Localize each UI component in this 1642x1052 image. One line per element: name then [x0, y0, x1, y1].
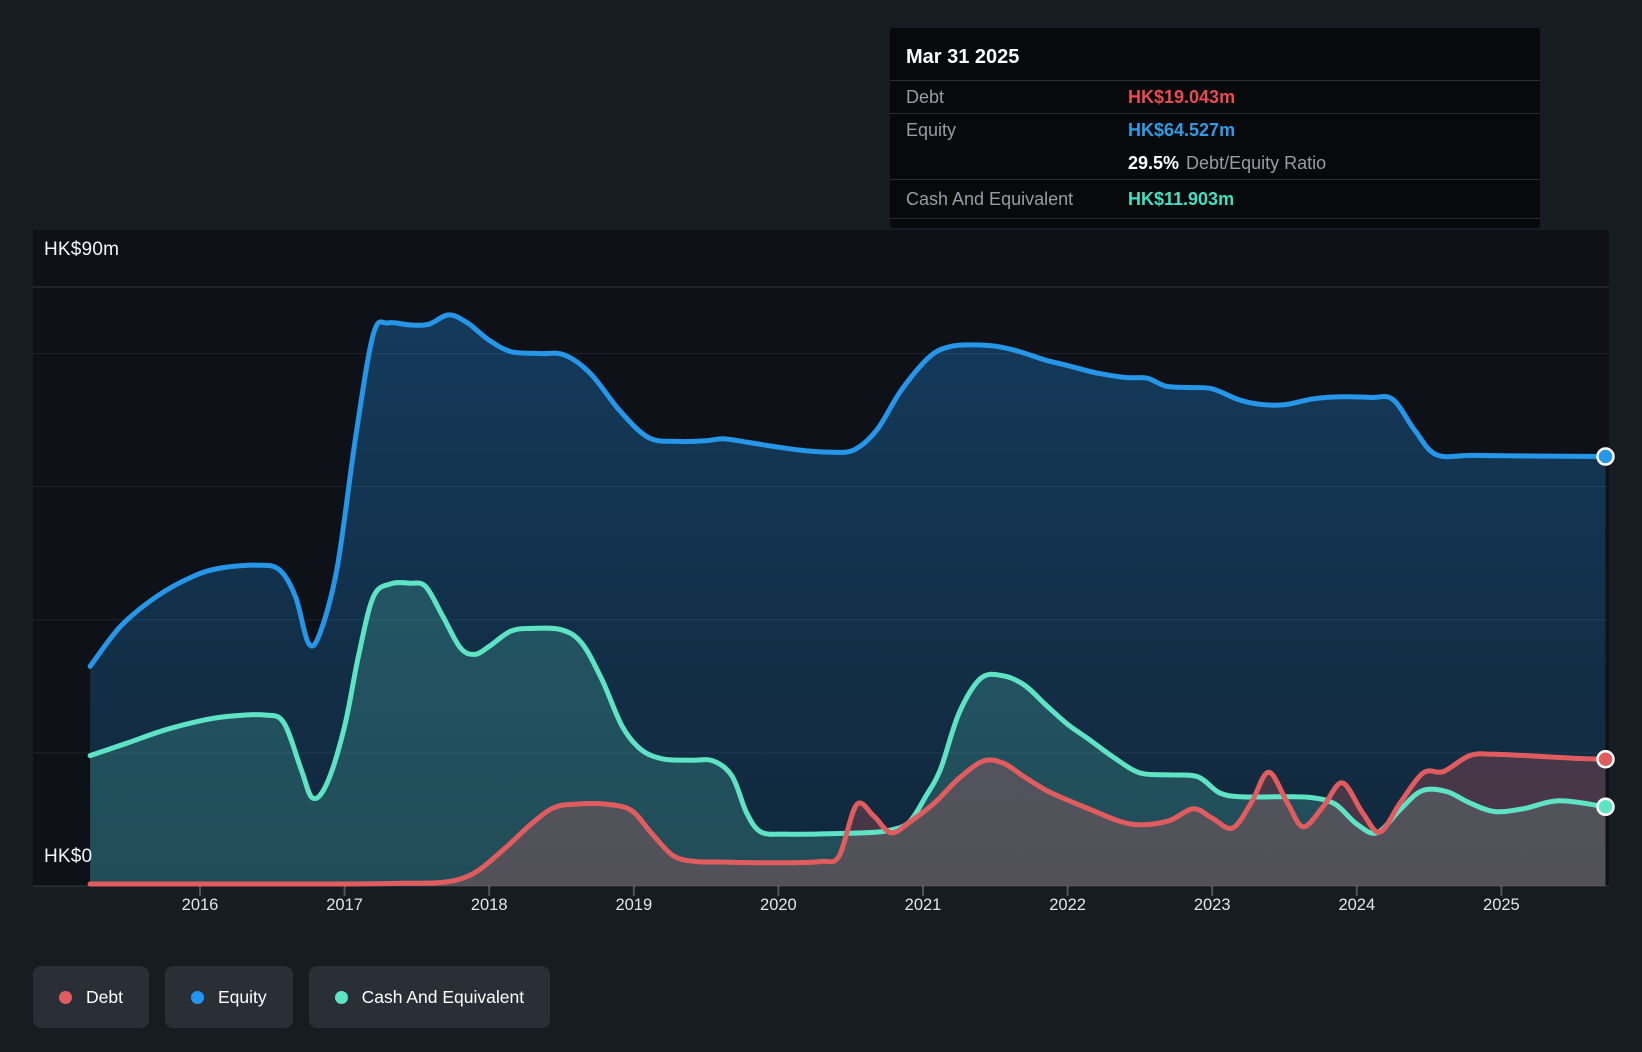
tooltip-ratio-value: 29.5%	[1128, 153, 1179, 174]
equity-end-marker[interactable]	[1598, 449, 1614, 465]
x-axis-label-2021: 2021	[905, 896, 942, 915]
x-axis-label-2025: 2025	[1483, 896, 1520, 915]
chart-tooltip: Mar 31 2025 Debt HK$19.043m Equity HK$64…	[890, 28, 1540, 228]
debt-end-marker[interactable]	[1598, 751, 1614, 767]
tooltip-ratio-label: Debt/Equity Ratio	[1186, 153, 1326, 174]
cash-and-equivalent-end-marker[interactable]	[1598, 799, 1614, 815]
legend-dot-icon	[335, 991, 348, 1004]
x-axis-label-2022: 2022	[1049, 896, 1086, 915]
x-axis-label-2020: 2020	[760, 896, 797, 915]
tooltip-cash-label: Cash And Equivalent	[906, 189, 1128, 210]
x-axis-label-2024: 2024	[1338, 896, 1375, 915]
legend-item-equity[interactable]: Equity	[165, 966, 293, 1028]
legend-item-cash-and-equivalent[interactable]: Cash And Equivalent	[309, 966, 550, 1028]
y-axis-label-zero: HK$0	[44, 846, 92, 868]
legend-label: Equity	[218, 987, 267, 1008]
tooltip-date: Mar 31 2025	[890, 28, 1540, 81]
x-axis-label-2016: 2016	[182, 896, 219, 915]
tooltip-row-debt: Debt HK$19.043m	[890, 81, 1540, 114]
legend-dot-icon	[191, 991, 204, 1004]
tooltip-row-ratio: 29.5% Debt/Equity Ratio	[890, 147, 1540, 180]
tooltip-equity-label: Equity	[906, 120, 1128, 141]
tooltip-debt-label: Debt	[906, 87, 1128, 108]
x-axis-label-2019: 2019	[615, 896, 652, 915]
debt-equity-history-chart: HK$90m HK$0 2016 2017 2018 2019 2020 2021 2022…	[0, 0, 1642, 1052]
legend-dot-icon	[59, 991, 72, 1004]
tooltip-equity-value: HK$64.527m	[1128, 120, 1235, 141]
chart-legend: Debt Equity Cash And Equivalent	[33, 966, 566, 1028]
x-axis-label-2023: 2023	[1194, 896, 1231, 915]
tooltip-row-cash: Cash And Equivalent HK$11.903m	[890, 180, 1540, 219]
x-axis-label-2017: 2017	[326, 896, 363, 915]
y-axis-label-top: HK$90m	[44, 239, 119, 261]
tooltip-row-equity: Equity HK$64.527m	[890, 114, 1540, 147]
legend-label: Debt	[86, 987, 123, 1008]
tooltip-cash-value: HK$11.903m	[1128, 189, 1234, 210]
x-axis-label-2018: 2018	[471, 896, 508, 915]
legend-label: Cash And Equivalent	[362, 987, 524, 1008]
tooltip-debt-value: HK$19.043m	[1128, 87, 1235, 108]
legend-item-debt[interactable]: Debt	[33, 966, 149, 1028]
